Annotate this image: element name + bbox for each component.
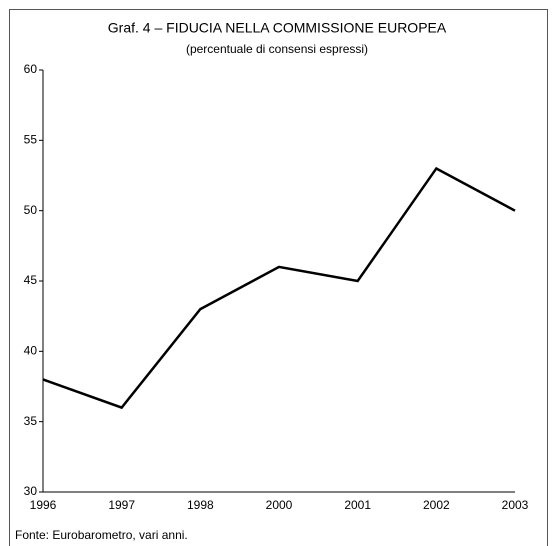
y-tick-label: 50 bbox=[24, 203, 38, 217]
y-tick-label: 60 bbox=[24, 62, 38, 76]
x-tick-label: 2002 bbox=[423, 498, 450, 512]
x-tick-label: 1998 bbox=[187, 498, 214, 512]
y-tick-label: 30 bbox=[24, 484, 38, 498]
source-note: Fonte: Eurobarometro, vari anni. bbox=[15, 528, 188, 542]
x-tick-label: 2001 bbox=[344, 498, 371, 512]
chart-title: Graf. 4 – FIDUCIA NELLA COMMISSIONE EURO… bbox=[108, 20, 447, 36]
x-tick-label: 2003 bbox=[502, 498, 529, 512]
data-line bbox=[42, 166, 516, 410]
y-tick-label: 55 bbox=[24, 133, 38, 147]
y-tick-label: 45 bbox=[24, 273, 38, 287]
x-tick-label: 2000 bbox=[266, 498, 293, 512]
x-tick-label: 1996 bbox=[30, 498, 57, 512]
y-tick-label: 35 bbox=[24, 414, 38, 428]
frame bbox=[9, 9, 548, 546]
chart-subtitle: (percentuale di consensi espressi) bbox=[186, 42, 368, 56]
y-tick-label: 40 bbox=[24, 344, 38, 358]
x-tick-label: 1997 bbox=[108, 498, 135, 512]
